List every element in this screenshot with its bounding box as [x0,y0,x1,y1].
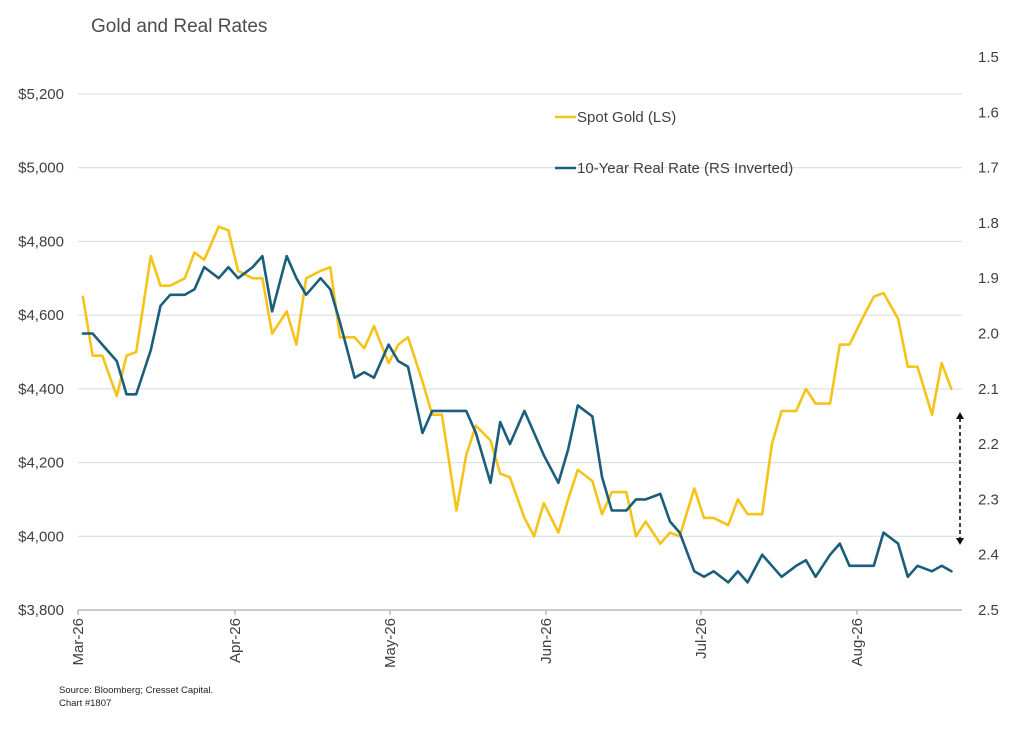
right-tick-label: 2.4 [978,547,999,564]
spot-gold-line [81,225,953,546]
left-tick-label: $4,800 [18,233,64,250]
source-note: Source: Bloomberg; Cresset Capital. Char… [59,684,213,710]
right-tick-label: 1.8 [978,215,999,232]
real-rate-line [81,254,953,584]
left-tick-label: $5,200 [18,86,64,103]
gridlines [78,93,962,537]
right-tick-label: 1.9 [978,270,999,287]
legend-real-rate-label: 10-Year Real Rate (RS Inverted) [577,160,793,177]
right-tick-label: 2.3 [978,491,999,508]
annotation-arrow [956,412,964,545]
left-tick-label: $3,800 [18,602,64,619]
x-tick-label: May-26 [382,618,399,668]
left-tick-label: $4,200 [18,455,64,472]
right-tick-label: 1.5 [978,49,999,66]
left-tick-label: $4,600 [18,307,64,324]
left-tick-label: $5,000 [18,160,64,177]
right-tick-label: 2.1 [978,381,999,398]
x-tick-label: Jun-26 [538,618,555,664]
left-tick-label: $4,000 [18,528,64,545]
legend-gold-label: Spot Gold (LS) [577,109,676,126]
x-tick-label: Aug-26 [849,618,866,666]
x-tick-label: Jul-26 [693,618,710,659]
x-tick-label: Apr-26 [227,618,244,663]
series-lines [81,225,953,584]
right-tick-label: 2.0 [978,326,999,343]
left-tick-label: $4,400 [18,381,64,398]
arrow-head-up [956,412,964,419]
axes: $3,800 $4,000 $4,200 $4,400 $4,600 $4,800 $5,0… [18,49,999,668]
right-tick-label: 1.7 [978,160,999,177]
source-text: Source: Bloomberg; Cresset Capital. [59,685,214,696]
right-tick-label: 1.6 [978,104,999,121]
legend: Spot Gold (LS) 10-Year Real Rate (RS Inve… [555,109,793,177]
arrow-head-down [956,538,964,545]
x-tick-label: Mar-26 [70,618,87,666]
right-tick-label: 2.2 [978,436,999,453]
right-tick-label: 2.5 [978,602,999,619]
chart-title: Gold and Real Rates [91,16,268,37]
chart-number: Chart #1807 [59,698,112,709]
